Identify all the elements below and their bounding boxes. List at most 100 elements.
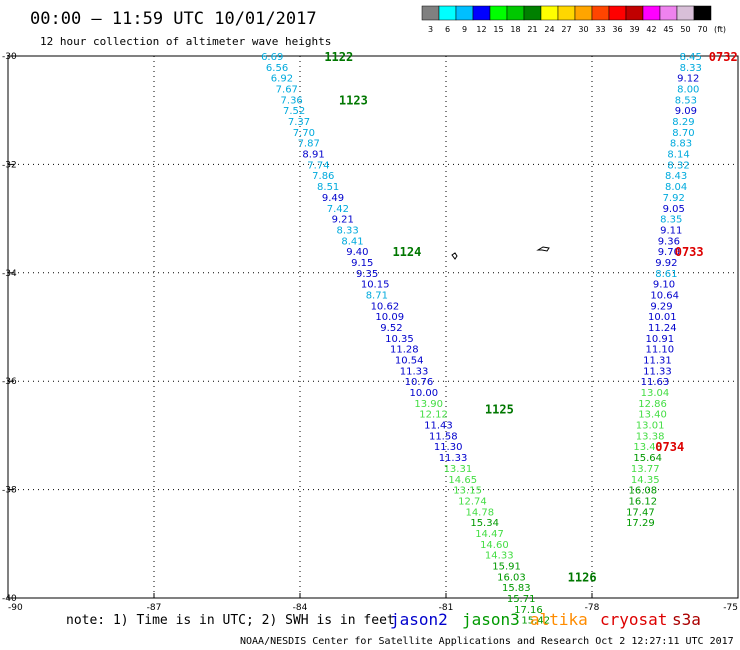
swh-value: 9.70 xyxy=(658,247,680,258)
legend-swatch xyxy=(625,5,644,21)
legend-label: 24 xyxy=(544,25,554,34)
legend-swatch xyxy=(506,5,525,21)
swh-value: 7.86 xyxy=(312,171,334,182)
lat-tick-label: -38 xyxy=(2,486,17,496)
legend-swatch xyxy=(659,5,678,21)
page-title: 00:00 – 11:59 UTC 10/01/2017 xyxy=(30,9,317,29)
time-label: 0732 xyxy=(709,50,738,64)
track: 8.458.339.128.008.539.098.298.708.838.14… xyxy=(626,50,738,529)
swh-value: 7.87 xyxy=(298,139,320,150)
axis-ticks: -30 -32 -34 -36 -38 -40-90 -87 -84 -81 -78 -75 xyxy=(2,52,739,613)
swh-value: 9.11 xyxy=(660,225,682,236)
swh-value: 9.49 xyxy=(322,193,344,204)
swh-value: 7.67 xyxy=(276,85,298,96)
legend-swatch xyxy=(642,5,661,21)
swh-value: 15.71 xyxy=(507,594,536,605)
swh-value: 10.54 xyxy=(395,356,424,367)
legend-label: 33 xyxy=(595,25,605,34)
swh-value: 8.33 xyxy=(337,225,359,236)
swh-value: 8.29 xyxy=(672,117,694,128)
swh-value: 8.51 xyxy=(317,182,339,193)
time-label: 1126 xyxy=(568,570,597,584)
legend-swatch xyxy=(574,5,593,21)
legend-label: 12 xyxy=(476,25,486,34)
satellite-label: jason2 xyxy=(390,610,448,629)
swh-value: 9.10 xyxy=(653,280,675,291)
swh-value: 11.63 xyxy=(641,377,670,388)
swh-value: 10.01 xyxy=(648,312,677,323)
swh-value: 10.35 xyxy=(385,334,414,345)
swh-value: 11.31 xyxy=(643,356,672,367)
swh-value: 13.40 xyxy=(638,410,667,421)
legend-label: 45 xyxy=(663,25,673,34)
swh-value: 17.47 xyxy=(626,507,655,518)
swh-value: 6.56 xyxy=(266,63,288,74)
legend-label: 70 xyxy=(697,25,707,34)
swh-value: 15.91 xyxy=(492,561,521,572)
swh-value: 9.52 xyxy=(380,323,402,334)
swh-value: 10.00 xyxy=(410,388,439,399)
page-subtitle: 12 hour collection of altimeter wave hei… xyxy=(40,35,331,48)
lat-tick-label: -32 xyxy=(2,160,17,170)
lon-tick-label: -90 xyxy=(8,603,23,613)
swh-value: 11.58 xyxy=(429,431,458,442)
swh-value: 9.40 xyxy=(346,247,368,258)
lat-tick-label: -40 xyxy=(2,594,17,604)
lon-tick-label: -81 xyxy=(439,603,454,613)
swh-value: 17.16 xyxy=(514,605,543,616)
swh-value: 6.69 xyxy=(261,52,283,63)
lon-tick-label: -87 xyxy=(147,603,162,613)
swh-value: 8.41 xyxy=(341,236,363,247)
swh-value: 14.47 xyxy=(475,529,504,540)
lon-tick-label: -84 xyxy=(293,603,308,613)
swh-value: 11.43 xyxy=(424,421,453,432)
swh-value: 11.33 xyxy=(400,366,429,377)
swh-value: 14.35 xyxy=(631,475,660,486)
legend-swatch xyxy=(472,5,491,21)
swh-value: 9.09 xyxy=(675,106,697,117)
legend-label: 9 xyxy=(462,25,467,34)
map-border xyxy=(7,55,739,599)
swh-value: 8.70 xyxy=(672,128,694,139)
time-label: 1122 xyxy=(324,50,353,64)
swh-value: 10.15 xyxy=(361,280,390,291)
track: 6.696.566.927.677.367.527.377.707.878.91… xyxy=(261,50,597,627)
swh-value: 11.33 xyxy=(643,366,672,377)
legend-swatch xyxy=(608,5,627,21)
swh-value: 8.00 xyxy=(677,85,699,96)
legend-swatch xyxy=(438,5,457,21)
swh-value: 7.74 xyxy=(307,160,329,171)
lat-tick-label: -36 xyxy=(2,377,17,387)
swh-value: 10.76 xyxy=(405,377,434,388)
swh-value: 16.08 xyxy=(629,486,658,497)
legend-unit: (ft) xyxy=(714,25,726,34)
satellite-label: cryosat xyxy=(600,610,667,629)
swh-value: 16.03 xyxy=(497,572,526,583)
legend-swatch xyxy=(523,5,542,21)
swh-value: 12.74 xyxy=(458,496,487,507)
time-label: 1124 xyxy=(392,245,421,259)
legend-swatch xyxy=(455,5,474,21)
swh-value: 11.33 xyxy=(439,453,468,464)
swh-value: 15.83 xyxy=(502,583,531,594)
legend-label: 21 xyxy=(527,25,537,34)
swh-value: 10.64 xyxy=(650,290,679,301)
swh-value: 9.21 xyxy=(332,215,354,226)
legend-swatch xyxy=(540,5,559,21)
legend-swatch xyxy=(557,5,576,21)
time-label: 0733 xyxy=(675,245,704,259)
lat-tick-label: -30 xyxy=(2,52,17,62)
swh-value: 16.12 xyxy=(629,496,658,507)
legend-swatch xyxy=(693,5,712,21)
swh-value: 7.70 xyxy=(293,128,315,139)
island-shape xyxy=(536,246,550,252)
map-grid xyxy=(8,56,738,598)
swh-value: 13.04 xyxy=(641,388,670,399)
legend-label: 42 xyxy=(646,25,656,34)
swh-value: 12.86 xyxy=(638,399,667,410)
swh-value: 7.37 xyxy=(288,117,310,128)
swh-value: 10.62 xyxy=(371,301,400,312)
swh-value: 9.05 xyxy=(663,204,685,215)
swh-value: 12.12 xyxy=(419,410,448,421)
swh-value: 9.29 xyxy=(650,301,672,312)
